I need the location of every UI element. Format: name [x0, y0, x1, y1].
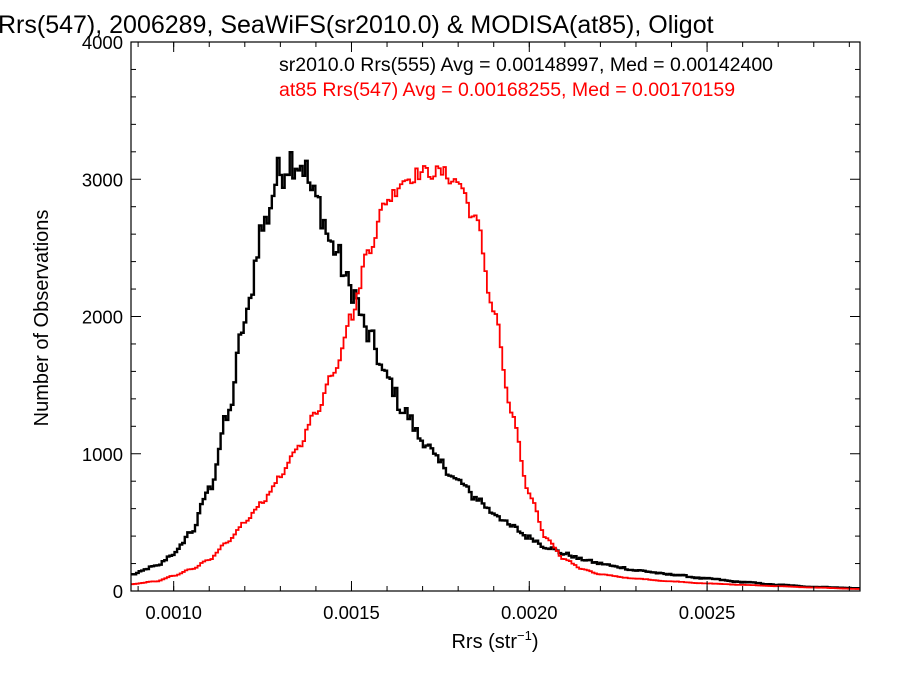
x-tick-label: 0.0025 [679, 602, 736, 623]
plot-frame [130, 41, 861, 592]
series-line-0 [131, 150, 860, 590]
legend-entry-sr2010: sr2010.0 Rrs(555) Avg = 0.00148997, Med … [279, 54, 773, 76]
y-axis-title: Number of Observations [31, 210, 53, 427]
y-tick-label: 3000 [82, 169, 123, 190]
series-layer [131, 150, 860, 590]
chart-title: Rrs(547), 2006289, SeaWiFS(sr2010.0) & M… [0, 11, 714, 39]
x-tick-label: 0.0010 [145, 602, 202, 623]
series-line-1 [131, 165, 860, 590]
x-tick-label: 0.0020 [501, 602, 558, 623]
y-tick-label: 0 [113, 581, 123, 602]
x-axis-title: Rrs (str−1) [451, 628, 538, 653]
x-axis-title-superscript: −1 [517, 628, 532, 643]
legend-entry-at85: at85 Rrs(547) Avg = 0.00168255, Med = 0.… [279, 79, 735, 101]
y-tick-label: 2000 [82, 307, 123, 328]
ticks-layer: 0.0010 0.0015 0.0020 0.0025 0 1000 2000 3000 400… [82, 32, 860, 623]
y-tick-label: 4000 [82, 32, 123, 53]
x-tick-label: 0.0015 [323, 602, 380, 623]
y-tick-label: 1000 [82, 444, 123, 465]
